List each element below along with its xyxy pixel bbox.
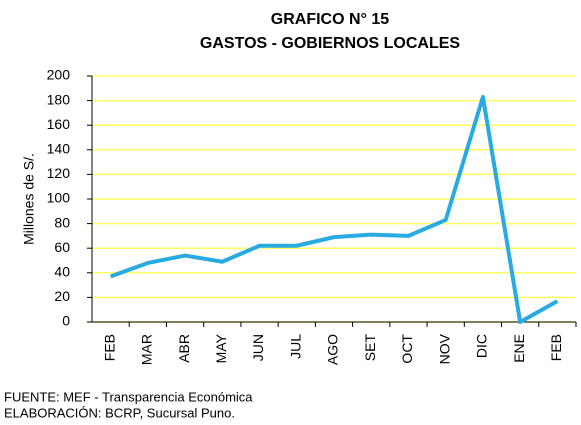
chart-subtitle: GASTOS - GOBIERNOS LOCALES: [200, 35, 461, 52]
x-tick-label: DIC: [474, 334, 490, 358]
x-tick-label: JUL: [287, 334, 303, 359]
y-tick-label: 60: [54, 239, 70, 255]
y-tick-label: 20: [54, 288, 70, 304]
x-tick-label: FEB: [548, 334, 564, 361]
x-tick-label: AGO: [325, 334, 341, 365]
data-line: [109, 94, 559, 324]
y-tick-label: 200: [47, 67, 71, 83]
x-tick-label: MAR: [139, 334, 155, 365]
source-note: FUENTE: MEF - Transparencia Económica: [4, 389, 253, 404]
x-tick-label: FEB: [101, 334, 117, 361]
x-tick-label: NOV: [436, 333, 452, 364]
source-note: ELABORACIÓN: BCRP, Sucursal Puno.: [4, 405, 235, 420]
x-tick-label: MAY: [213, 333, 229, 363]
chart-title: GRAFICO N° 15: [271, 11, 390, 28]
x-tick-label: OCT: [399, 334, 415, 364]
x-tick-label: SET: [362, 334, 378, 362]
y-axis-label: Millones de S/.: [21, 153, 37, 245]
x-tick-label: ABR: [176, 334, 192, 363]
y-tick-label: 100: [47, 190, 71, 206]
y-tick-label: 180: [47, 91, 71, 107]
y-tick-label: 140: [47, 141, 71, 157]
y-tick-label: 0: [62, 313, 70, 329]
y-tick-label: 80: [54, 214, 70, 230]
y-tick-label: 120: [47, 165, 71, 181]
y-tick-label: 160: [47, 116, 71, 132]
y-tick-label: 40: [54, 264, 70, 280]
x-tick-label: JUN: [250, 334, 266, 361]
x-tick-label: ENE: [511, 334, 527, 363]
